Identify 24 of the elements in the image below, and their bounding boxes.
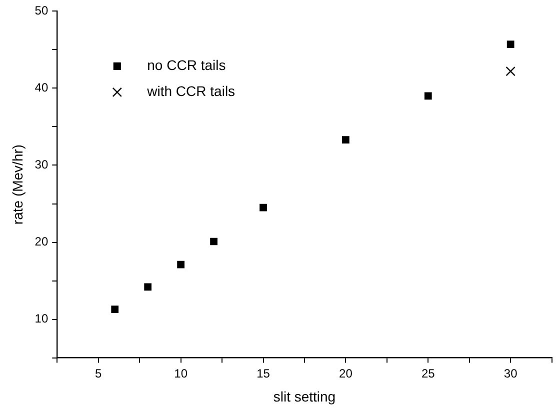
point [210, 238, 218, 246]
point [424, 92, 432, 100]
y-tick-label: 30 [34, 158, 48, 172]
y-tick-label: 20 [34, 234, 48, 249]
point [144, 283, 152, 291]
x-tick-label: 20 [339, 366, 353, 380]
x-tick-label: 25 [421, 366, 436, 380]
legend-label: with CCR tails [146, 83, 236, 100]
legend-label: no CCR tails [147, 57, 226, 74]
x-tick-label: 10 [174, 366, 188, 380]
point [260, 204, 267, 212]
point [342, 136, 350, 144]
point [177, 260, 184, 268]
y-tick-label: 10 [34, 312, 48, 326]
y-axis-title: rate (Mev/hr) [9, 144, 26, 225]
x-axis-title: slit setting [273, 388, 336, 404]
point [111, 306, 119, 313]
y-tick-label: 50 [34, 4, 48, 18]
point [506, 66, 516, 76]
point [506, 40, 514, 48]
y-tick-label: 40 [34, 80, 48, 95]
x-tick-label: 5 [95, 366, 102, 380]
x-tick-label: 30 [504, 366, 518, 380]
x-tick-label: 15 [256, 366, 270, 380]
